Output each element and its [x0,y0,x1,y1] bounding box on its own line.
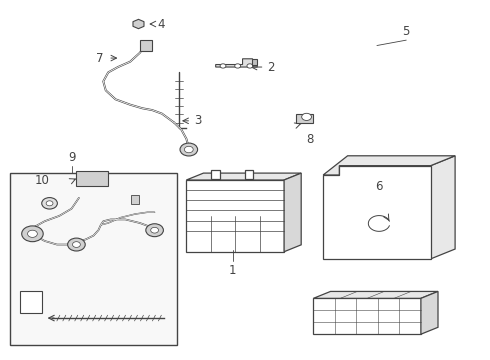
Circle shape [220,64,226,68]
Polygon shape [323,166,431,259]
Text: 2: 2 [267,60,274,73]
Polygon shape [186,180,284,252]
Circle shape [42,198,57,209]
Polygon shape [252,59,257,64]
Polygon shape [421,292,438,334]
Circle shape [68,238,85,251]
Text: 8: 8 [306,134,314,147]
Polygon shape [431,156,455,259]
Bar [10,173,176,345]
Polygon shape [284,173,301,252]
Text: 10: 10 [35,174,49,187]
Bar [20,291,42,313]
Text: 6: 6 [376,180,383,193]
Text: 5: 5 [403,25,410,39]
Bar [296,114,313,123]
Circle shape [46,201,53,206]
Text: 7: 7 [96,51,103,64]
Text: 9: 9 [68,151,75,164]
Polygon shape [323,156,455,175]
Circle shape [247,64,253,68]
Bar [76,171,108,186]
Text: OIO: OIO [26,305,35,310]
Polygon shape [186,173,301,180]
Circle shape [235,64,241,68]
Text: 3: 3 [194,114,201,127]
Polygon shape [314,292,438,298]
Polygon shape [133,19,144,29]
Circle shape [180,143,197,156]
Polygon shape [216,59,257,67]
Circle shape [151,227,159,233]
Text: 4: 4 [157,18,165,31]
Bar [140,40,152,51]
Circle shape [22,226,43,242]
Circle shape [302,113,312,121]
Bar [245,170,253,179]
Circle shape [146,224,163,237]
Circle shape [27,230,37,237]
Polygon shape [314,298,421,334]
Bar [211,170,220,179]
Circle shape [73,242,80,247]
Circle shape [184,146,193,153]
Text: 1: 1 [229,264,237,277]
Bar [131,195,139,204]
